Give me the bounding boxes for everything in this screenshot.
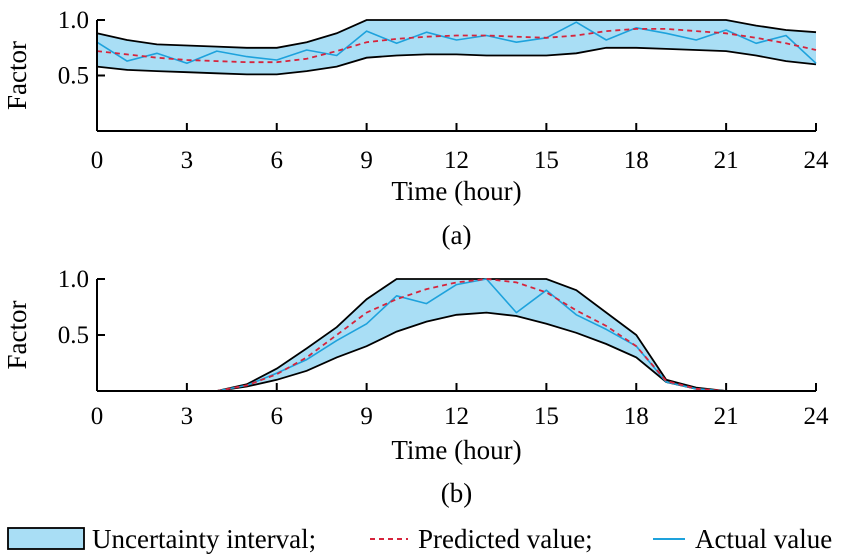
legend-label: Predicted value; [418, 524, 593, 554]
x-tick-label: 12 [444, 147, 469, 174]
x-tick-label: 18 [624, 403, 649, 430]
x-tick-label: 6 [271, 403, 284, 430]
actual-value-line [96, 21, 817, 65]
x-axis-title: Time (hour) [391, 435, 521, 465]
x-tick-label: 15 [534, 147, 559, 174]
legend-item: Uncertainty interval; [7, 524, 316, 554]
y-tick-label: 0.5 [58, 322, 89, 349]
x-tick-label: 24 [804, 147, 830, 174]
x-tick-label: 21 [714, 147, 739, 174]
y-axis-title: Factor [2, 41, 32, 110]
x-tick-label: 24 [804, 403, 830, 430]
y-tick-label: 1.0 [58, 7, 89, 34]
x-tick-label: 18 [624, 147, 649, 174]
y-tick-label: 1.0 [58, 266, 89, 293]
chart-legend: Uncertainty interval; Predicted value; Act… [7, 524, 832, 554]
panel-label: (a) [442, 220, 472, 250]
uncertainty-band-upper-edge [96, 19, 817, 49]
chart-panel-a: 0 3 6 9 12 15 18 21 24 0.5 1.0 Time (hour) Factor (a) [2, 7, 829, 250]
predicted-value-line [96, 27, 817, 64]
uncertainty-band-lower-edge [96, 46, 817, 76]
x-tick-label: 0 [91, 403, 104, 430]
x-tick-label: 12 [444, 403, 469, 430]
uncertainty-band-lower-edge [216, 311, 727, 392]
panel-label: (b) [441, 478, 472, 508]
legend-item: Actual value [653, 524, 832, 554]
x-tick-label: 3 [181, 147, 194, 174]
chart-panel-b: 0 3 6 9 12 15 18 21 24 0.5 1.0 Time (hour) Factor (b) [2, 266, 829, 508]
legend-swatch-band [7, 527, 85, 550]
x-tick-label: 6 [271, 147, 284, 174]
x-tick-label: 15 [534, 403, 559, 430]
uncertainty-band-upper-edge [216, 278, 727, 392]
legend-label: Uncertainty interval; [92, 524, 316, 554]
x-tick-label: 21 [714, 403, 739, 430]
x-tick-label: 9 [360, 403, 373, 430]
y-tick-label: 0.5 [58, 63, 89, 90]
y-axis-title: Factor [2, 301, 32, 370]
x-axis-title: Time (hour) [391, 176, 521, 206]
predicted-value-line [216, 278, 727, 392]
x-tick-label: 0 [91, 147, 104, 174]
x-tick-label: 9 [360, 147, 373, 174]
uncertainty-band-fill [97, 20, 816, 75]
legend-label: Actual value [695, 524, 832, 554]
x-tick-label: 3 [181, 403, 194, 430]
legend-item: Predicted value; [370, 524, 593, 554]
